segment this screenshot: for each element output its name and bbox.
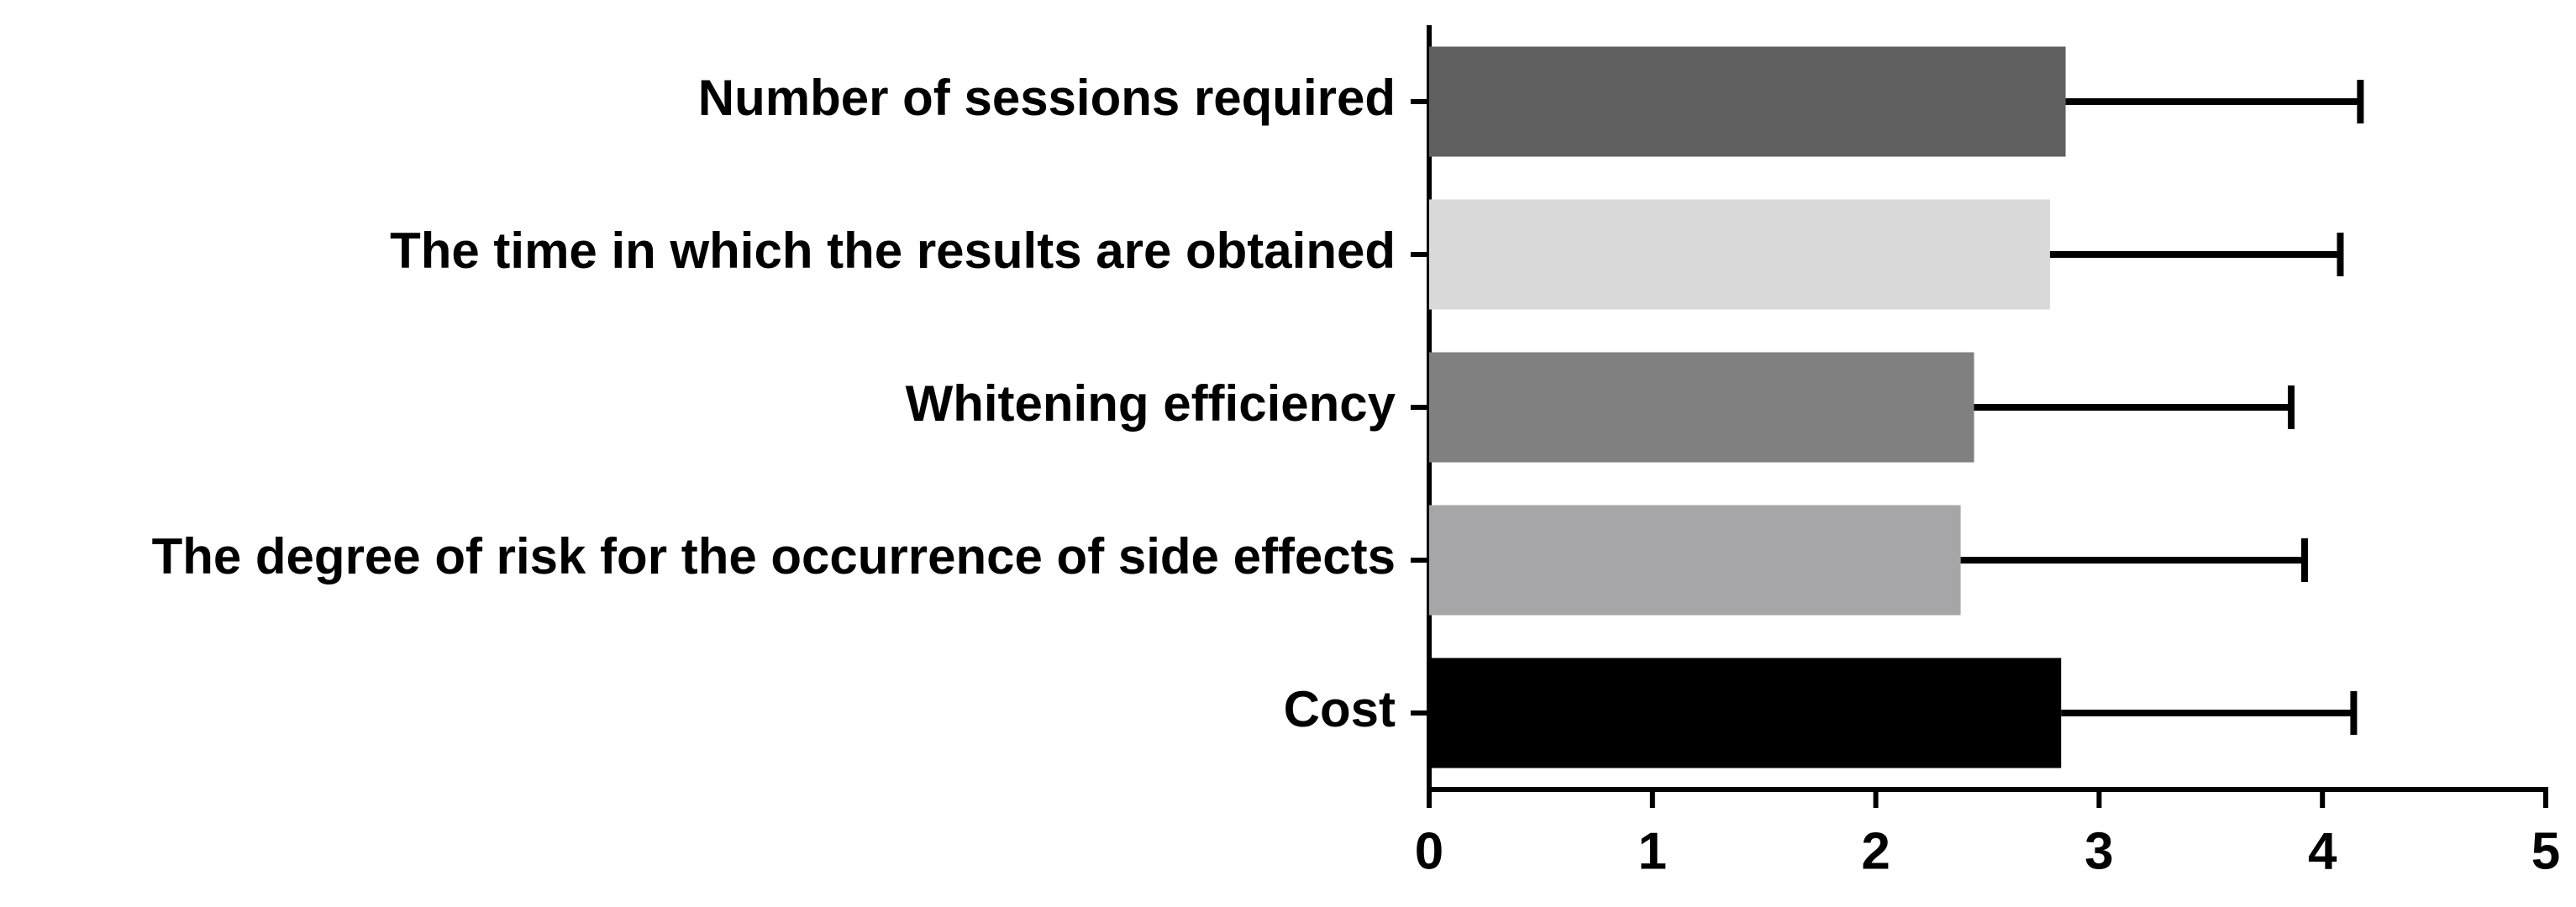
error-bar	[2061, 691, 2358, 735]
error-bar	[1960, 538, 2308, 582]
x-tick-label: 1	[1638, 822, 1667, 880]
bar	[1429, 46, 2066, 157]
bar	[1429, 352, 1974, 463]
x-tick-label: 2	[1861, 822, 1890, 880]
error-bar	[1974, 385, 2295, 429]
y-tick-label: Whitening efficiency	[906, 375, 1396, 432]
y-tick-label: The degree of risk for the occurrence of…	[152, 528, 1396, 585]
bar	[1429, 658, 2062, 768]
y-tick-label: Number of sessions required	[698, 70, 1396, 126]
error-bar	[2049, 233, 2344, 276]
y-tick-label: The time in which the results are obtain…	[390, 223, 1396, 279]
error-bar	[2065, 80, 2364, 123]
bar	[1429, 199, 2050, 310]
x-tick-label: 0	[1415, 822, 1443, 880]
x-tick-label: 4	[2308, 822, 2337, 880]
bar	[1429, 505, 1961, 616]
x-tick-label: 3	[2084, 822, 2113, 880]
y-tick-label: Cost	[1284, 681, 1396, 737]
x-tick-label: 5	[2531, 822, 2560, 880]
